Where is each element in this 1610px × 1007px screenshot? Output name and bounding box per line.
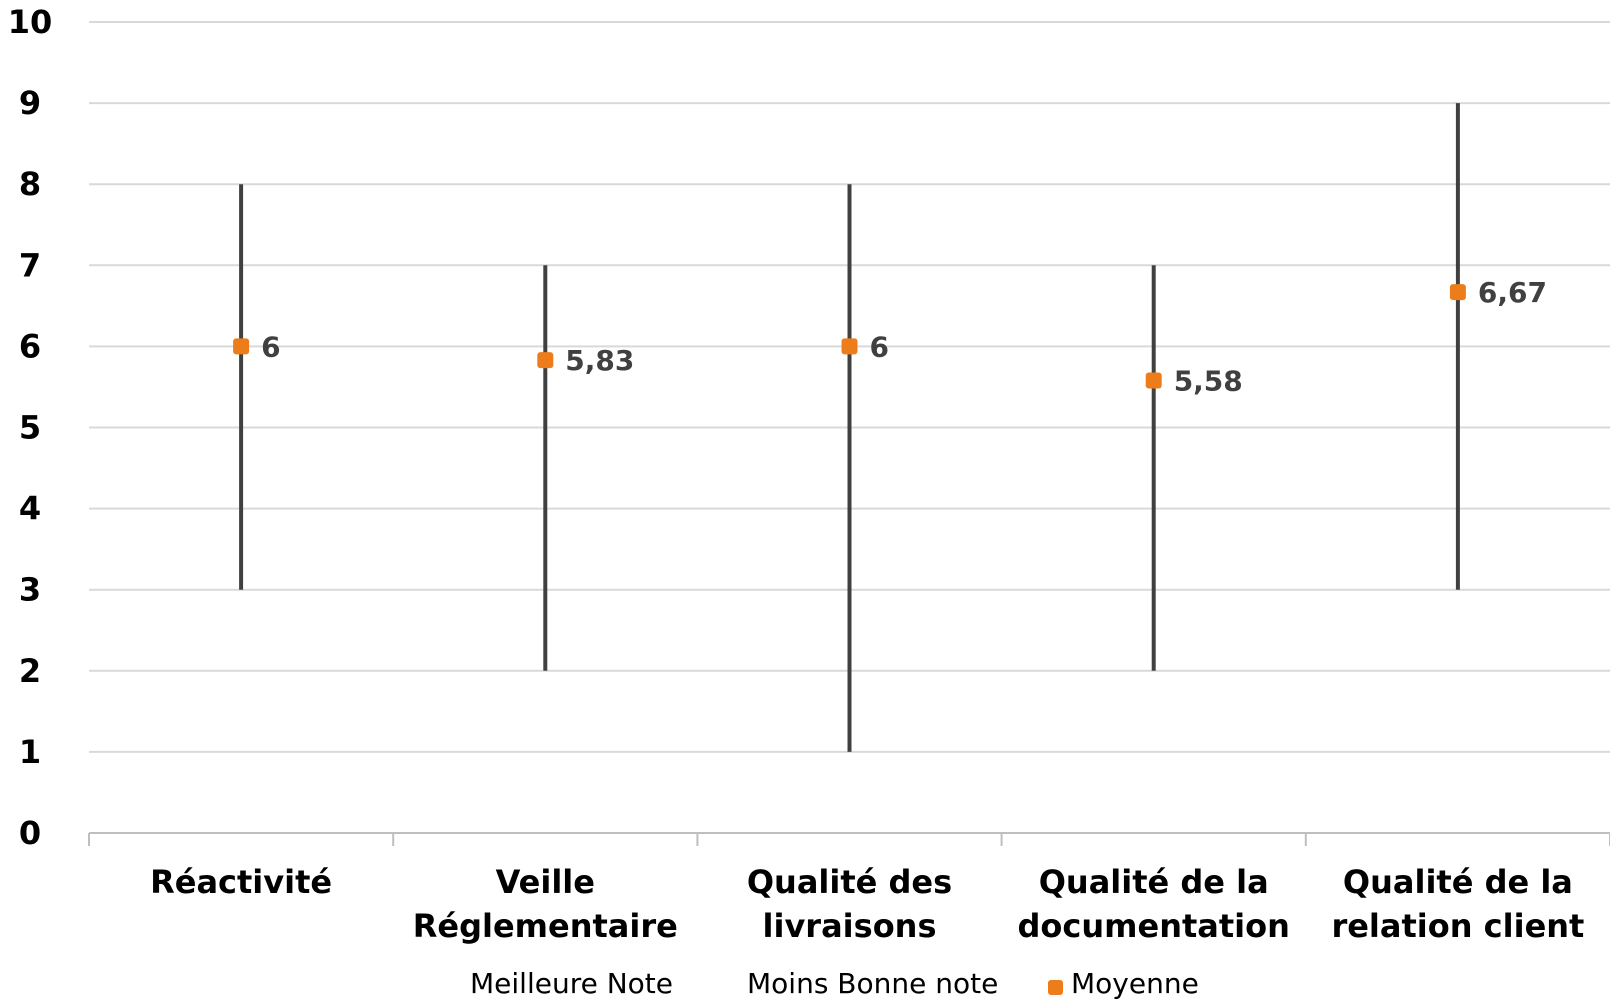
- legend-item-best: Meilleure Note: [470, 967, 673, 1000]
- y-tick-label: 7: [19, 246, 41, 284]
- legend-item-worst: Moins Bonne note: [747, 967, 998, 1000]
- y-tick-label: 8: [19, 165, 41, 203]
- legend: Meilleure Note Moins Bonne note Moyenne: [470, 967, 1199, 1000]
- average-marker: [841, 338, 858, 355]
- legend-item-average: Moyenne: [1071, 967, 1199, 1000]
- data-label: 6: [870, 330, 889, 363]
- average-marker: [537, 352, 554, 369]
- data-label: 6,67: [1478, 276, 1547, 309]
- x-tick-label: Qualité de la: [1343, 863, 1573, 901]
- x-tick-label: livraisons: [763, 907, 937, 945]
- x-tick-label: documentation: [1018, 907, 1290, 945]
- y-tick-label: 4: [19, 490, 41, 528]
- y-tick-label: 1: [19, 733, 41, 771]
- y-tick-label: 10: [8, 3, 53, 41]
- average-markers: [233, 284, 1466, 389]
- average-marker: [233, 338, 250, 355]
- x-tick-label: Qualité des: [747, 863, 952, 901]
- hi-lo-lines: [239, 103, 1460, 752]
- y-tick-label: 0: [19, 814, 41, 852]
- y-tick-label: 2: [19, 652, 41, 690]
- x-tick-label: Veille: [496, 863, 595, 901]
- x-tick-label: Réactivité: [150, 863, 332, 901]
- y-tick-label: 6: [19, 327, 41, 365]
- data-labels: 6 5,83 6 5,58 6,67: [261, 276, 1547, 397]
- data-label: 6: [261, 330, 280, 363]
- x-axis-labels: Réactivité Veille Réglementaire Qualité des…: [150, 863, 1584, 945]
- x-tick-label: relation client: [1331, 907, 1584, 945]
- average-marker: [1145, 372, 1162, 389]
- average-marker: [1449, 284, 1466, 301]
- x-tick-label: Réglementaire: [413, 907, 678, 945]
- y-tick-label: 3: [19, 571, 41, 609]
- legend-swatch-average: [1048, 980, 1063, 995]
- y-axis-ticks: 0 1 2 3 4 5 6 7 8 9 10: [8, 3, 53, 852]
- data-label: 5,58: [1174, 364, 1243, 397]
- data-label: 5,83: [565, 344, 634, 377]
- y-tick-label: 5: [19, 409, 41, 447]
- y-tick-label: 9: [19, 84, 41, 122]
- x-axis: [88, 832, 1610, 846]
- x-tick-label: Qualité de la: [1039, 863, 1269, 901]
